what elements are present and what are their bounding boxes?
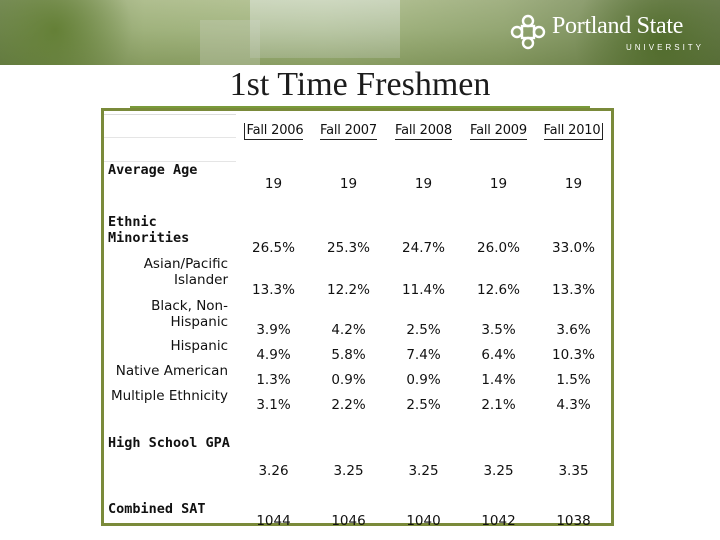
table-row: Multiple Ethnicity 3.1% 2.2% 2.5% 2.1% 4… — [104, 388, 611, 413]
table-cell: 4.2% — [331, 321, 366, 338]
table-cell: 4.9% — [256, 346, 291, 363]
row-label: Multiple Ethnicity — [110, 387, 228, 404]
table-cell: 13.3% — [252, 281, 295, 298]
table-cell: 1042 — [481, 512, 516, 529]
table-cell: 19 — [414, 175, 433, 192]
table-cell: 3.1% — [256, 396, 291, 413]
column-header: Fall 2009 — [461, 115, 536, 140]
table-cell: 26.5% — [252, 239, 295, 256]
table-cell: 2.5% — [406, 321, 441, 338]
table-cell: 0.9% — [406, 371, 441, 388]
table-row: Black, Non-Hispanic 3.9% 4.2% 2.5% 3.5% … — [104, 298, 611, 338]
table-cell: 2.2% — [331, 396, 366, 413]
table-header-row: Fall 2006 Fall 2007 Fall 2008 Fall 2009 … — [104, 114, 611, 140]
row-label: Black, Non-Hispanic — [151, 297, 228, 330]
column-header: Fall 2007 — [311, 115, 386, 140]
table-cell: 2.1% — [481, 396, 516, 413]
table-cell: 7.4% — [406, 346, 441, 363]
row-label: Combined SAT — [108, 500, 206, 517]
banner-building — [250, 0, 400, 58]
table-cell: 12.2% — [327, 281, 370, 298]
table-cell: 10.3% — [552, 346, 595, 363]
column-header: Fall 2008 — [386, 115, 461, 140]
table-cell: 3.25 — [333, 462, 364, 479]
table-cell: 1040 — [406, 512, 441, 529]
table-cell: 24.7% — [402, 239, 445, 256]
header-banner: Portland State UNIVERSITY — [0, 0, 720, 65]
column-header-label: Fall 2008 — [395, 122, 452, 140]
table-cell: 25.3% — [327, 239, 370, 256]
table-row: Average Age 19 19 19 19 19 — [104, 162, 611, 192]
column-header-label: Fall 2006 — [243, 122, 304, 140]
table-cell: 1044 — [256, 512, 291, 529]
logo-subtitle: UNIVERSITY — [626, 43, 705, 52]
column-header-label: Fall 2010 — [543, 122, 604, 140]
table-cell: 11.4% — [402, 281, 445, 298]
table-cell: 1038 — [556, 512, 591, 529]
title-underline — [130, 106, 590, 108]
row-label: Native American — [115, 362, 228, 379]
spacer-row — [104, 192, 611, 214]
table-row: High School GPA 3.26 3.25 3.25 3.25 3.35 — [104, 435, 611, 479]
row-label: Asian/Pacific Islander — [143, 255, 228, 288]
table-cell: 19 — [564, 175, 583, 192]
page-title: 1st Time Freshmen — [229, 66, 491, 103]
column-header-label: Fall 2007 — [320, 122, 377, 140]
psu-logo-icon — [510, 14, 546, 50]
row-label: Average Age — [108, 162, 198, 178]
table-row: Ethnic Minorities 26.5% 25.3% 24.7% 26.0… — [104, 214, 611, 256]
table-cell: 19 — [489, 175, 508, 192]
table-cell: 12.6% — [477, 281, 520, 298]
table-cell: 33.0% — [552, 239, 595, 256]
spacer-row — [104, 413, 611, 435]
table-cell: 1046 — [331, 512, 366, 529]
table-cell: 1.5% — [556, 371, 591, 388]
banner-foliage-right — [560, 0, 720, 65]
spacer-row — [104, 479, 611, 501]
table-cell: 3.5% — [481, 321, 516, 338]
table-cell: 1.3% — [256, 371, 291, 388]
table-cell: 3.25 — [483, 462, 514, 479]
row-label: Ethnic Minorities — [108, 213, 190, 246]
table-cell: 26.0% — [477, 239, 520, 256]
table-frame — [101, 108, 614, 526]
table-cell: 3.35 — [558, 462, 589, 479]
table-cell: 3.9% — [256, 321, 291, 338]
table-row: Native American 1.3% 0.9% 0.9% 1.4% 1.5% — [104, 363, 611, 388]
table-cell: 4.3% — [556, 396, 591, 413]
table-row: Combined SAT 1044 1046 1040 1042 1038 — [104, 501, 611, 529]
table-cell: 2.5% — [406, 396, 441, 413]
table-cell: 13.3% — [552, 281, 595, 298]
table-row: Hispanic 4.9% 5.8% 7.4% 6.4% 10.3% — [104, 338, 611, 363]
table-cell: 6.4% — [481, 346, 516, 363]
table-cell: 3.26 — [258, 462, 289, 479]
table-cell: 19 — [264, 175, 283, 192]
table-cell: 19 — [339, 175, 358, 192]
spacer-row — [104, 137, 611, 162]
table-cell: 0.9% — [331, 371, 366, 388]
column-header: Fall 2010 — [536, 115, 611, 140]
table-cell: 3.6% — [556, 321, 591, 338]
university-logo[interactable]: Portland State UNIVERSITY — [510, 12, 710, 54]
row-label: Hispanic — [170, 337, 228, 354]
column-header: Fall 2006 — [236, 115, 311, 140]
table-row: Asian/Pacific Islander 13.3% 12.2% 11.4%… — [104, 256, 611, 298]
table-cell: 3.25 — [408, 462, 439, 479]
header-corner — [104, 114, 236, 138]
logo-wordmark: Portland State — [552, 13, 684, 39]
banner-foliage-left — [0, 0, 140, 65]
column-header-label: Fall 2009 — [470, 122, 527, 140]
row-label: High School GPA — [108, 434, 230, 451]
freshmen-stats-table: Fall 2006 Fall 2007 Fall 2008 Fall 2009 … — [104, 114, 611, 529]
table-cell: 1.4% — [481, 371, 516, 388]
table-cell: 5.8% — [331, 346, 366, 363]
